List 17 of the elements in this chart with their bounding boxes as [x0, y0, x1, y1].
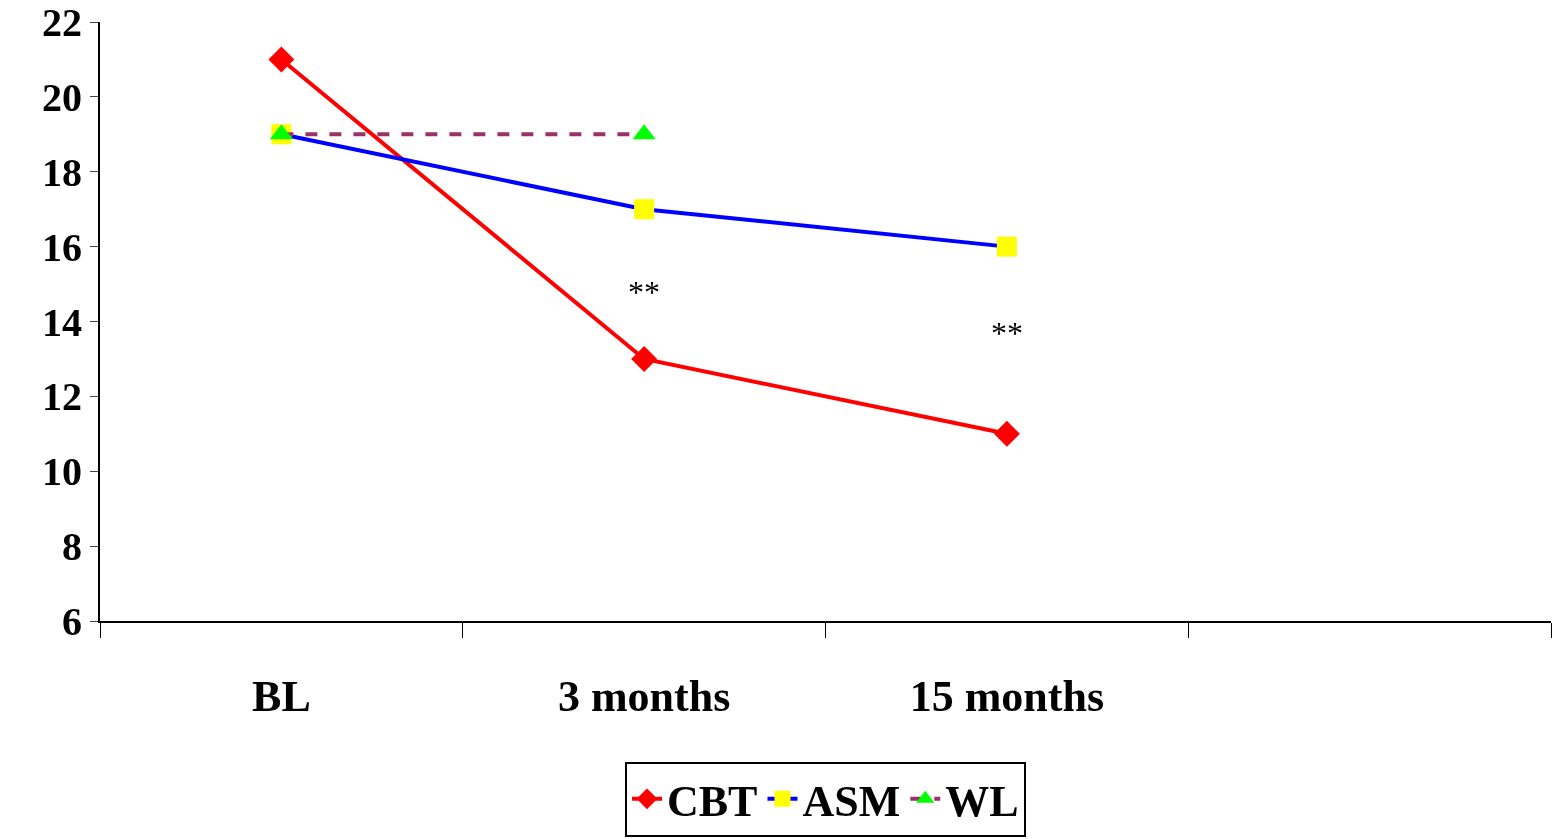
- annotation: **: [628, 274, 660, 310]
- y-tick-label: 22: [42, 0, 82, 45]
- x-tick-label: BL: [252, 671, 311, 721]
- annotation: **: [991, 315, 1023, 351]
- x-tick-label: 15 months: [909, 671, 1105, 721]
- y-tick-label: 20: [42, 74, 82, 120]
- legend-label: WL: [945, 777, 1019, 827]
- y-tick-label: 18: [42, 149, 82, 195]
- y-tick-label: 8: [62, 524, 82, 570]
- y-tick-label: 14: [42, 299, 82, 345]
- y-tick-label: 10: [42, 449, 82, 495]
- legend-label: CBT: [667, 777, 758, 827]
- legend-label: ASM: [802, 777, 901, 827]
- y-tick-label: 16: [42, 224, 82, 270]
- x-tick-label: 3 months: [557, 671, 731, 721]
- y-tick-label: 6: [62, 599, 82, 644]
- y-tick-label: 12: [42, 374, 82, 420]
